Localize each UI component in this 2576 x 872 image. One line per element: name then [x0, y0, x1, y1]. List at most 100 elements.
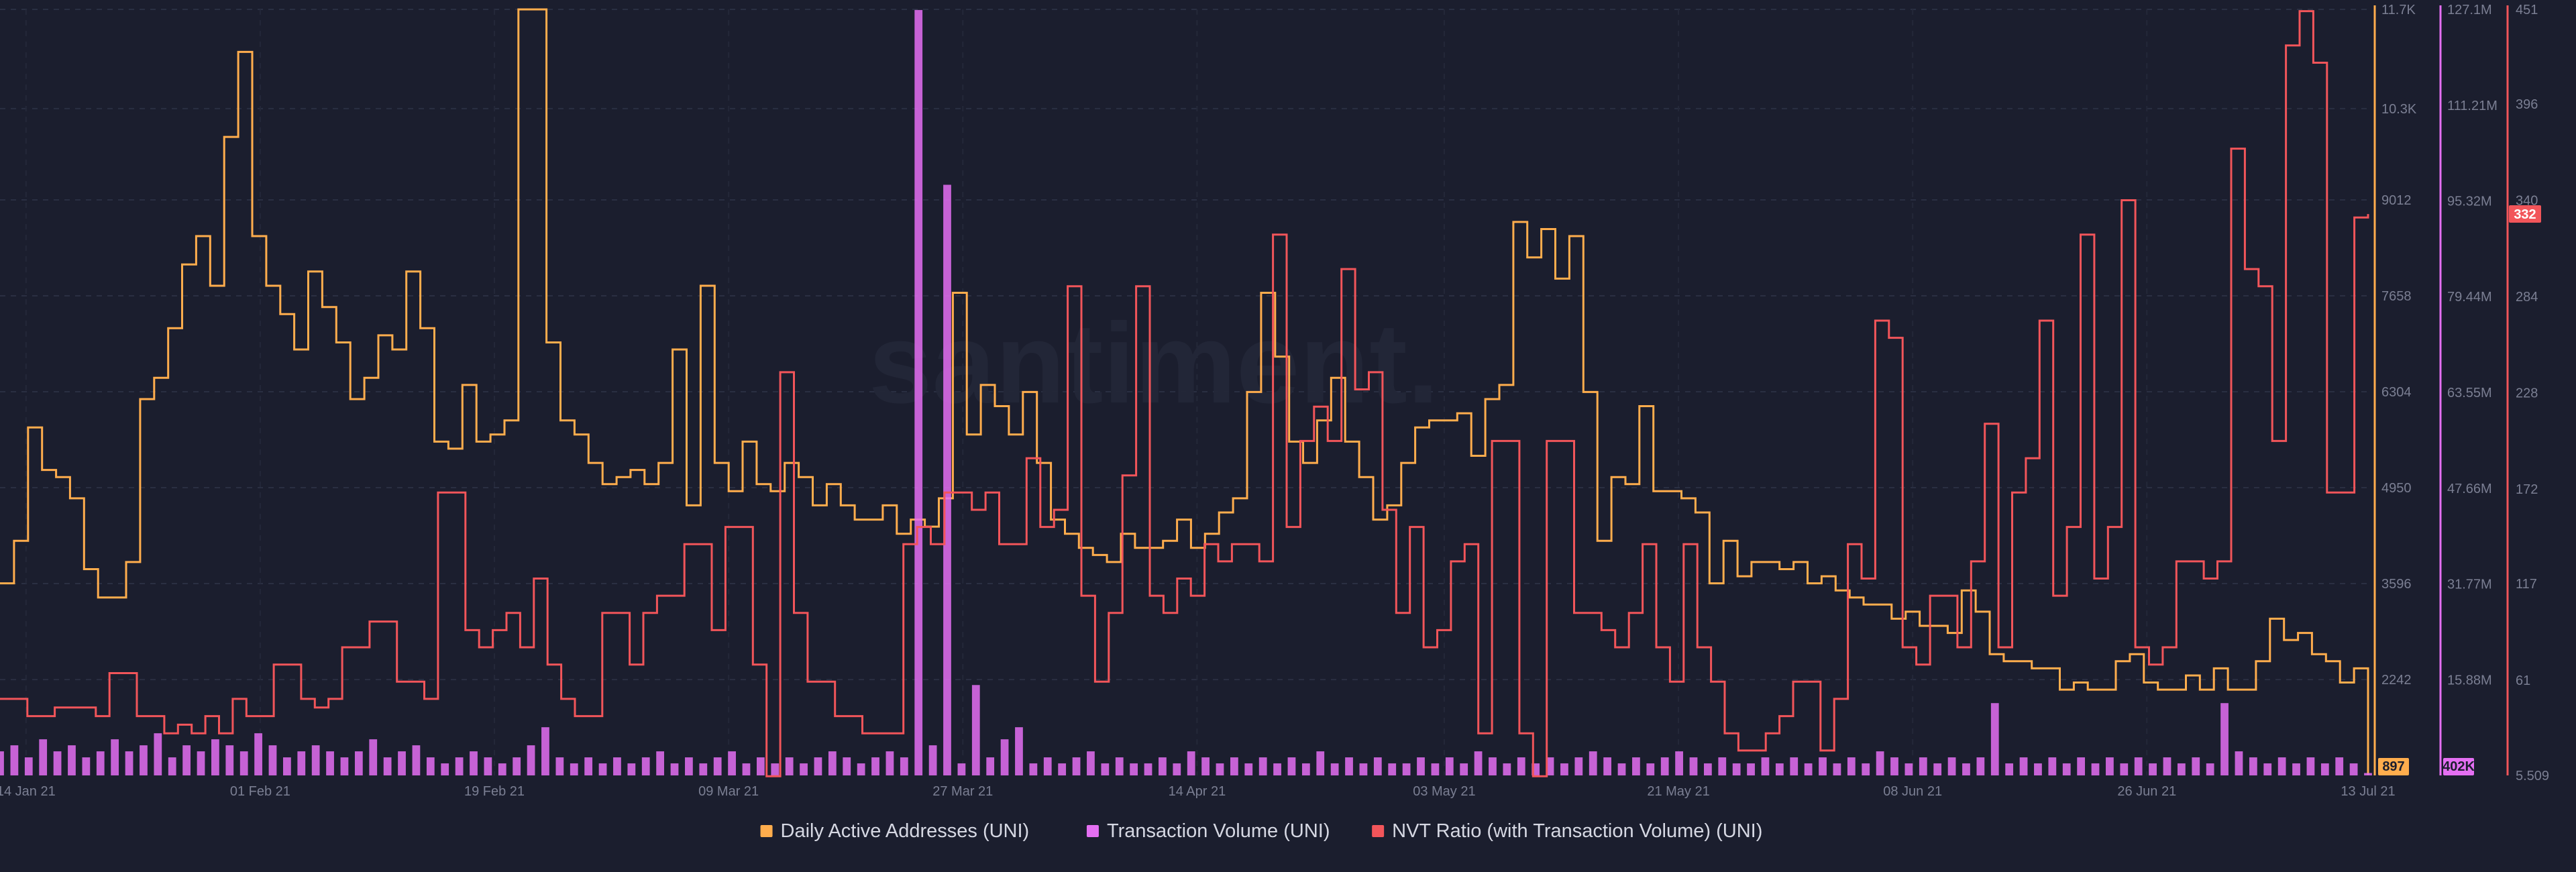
volume-bar	[111, 739, 119, 775]
volume-bar	[1301, 763, 1310, 775]
volume-bar	[2235, 751, 2243, 775]
legend-label: Transaction Volume (UNI)	[1107, 820, 1330, 842]
volume-tick-label: 47.66M	[2447, 482, 2492, 496]
volume-bar	[771, 763, 780, 775]
x-tick-label: 13 Jul 21	[2341, 784, 2395, 799]
volume-bar	[627, 763, 636, 775]
x-tick-label: 03 May 21	[1413, 784, 1475, 799]
volume-bar	[1144, 763, 1152, 775]
volume-bar	[1747, 763, 1755, 775]
volume-bar	[125, 751, 133, 775]
volume-bar	[928, 745, 937, 775]
volume-bar	[1876, 751, 1884, 775]
volume-last-value-badge	[2443, 758, 2474, 775]
volume-bar	[2263, 763, 2272, 775]
volume-bar	[2077, 757, 2086, 775]
volume-bar	[154, 733, 162, 775]
volume-bar	[1833, 763, 1841, 775]
volume-bar	[1990, 703, 1999, 775]
x-tick-label: 09 Mar 21	[698, 784, 759, 799]
volume-bar	[140, 745, 148, 775]
volume-bar	[1043, 757, 1052, 775]
volume-bar	[1617, 763, 1626, 775]
volume-bar	[182, 745, 191, 775]
volume-bar	[2206, 763, 2214, 775]
volume-bar	[2192, 757, 2200, 775]
volume-bar	[2335, 757, 2344, 775]
volume-bar	[1962, 763, 1970, 775]
volume-bar	[1689, 757, 1698, 775]
volume-bar	[584, 757, 593, 775]
volume-bar	[1173, 763, 1181, 775]
volume-bar	[828, 751, 837, 775]
volume-bar	[2249, 757, 2257, 775]
legend-swatch	[1372, 825, 1385, 837]
volume-bar	[2120, 763, 2129, 775]
daa-tick-label: 4950	[2381, 481, 2412, 496]
volume-bar	[857, 763, 865, 775]
volume-bar	[2019, 757, 2028, 775]
volume-bar	[527, 745, 535, 775]
volume-bar	[1603, 757, 1612, 775]
volume-bar	[1790, 757, 1799, 775]
volume-bar	[1761, 757, 1770, 775]
volume-bar	[570, 763, 578, 775]
nvt-tick-label: 117	[2516, 577, 2537, 592]
x-tick-label: 21 May 21	[1647, 784, 1709, 799]
volume-bar	[1345, 757, 1353, 775]
volume-bar	[1273, 763, 1281, 775]
legend-layer: Daily Active Addresses (UNI) Transaction …	[760, 820, 1762, 842]
volume-bar	[297, 751, 306, 775]
volume-bar	[398, 751, 406, 775]
volume-bar	[843, 757, 851, 775]
nvt-tick-label: 5.509	[2516, 769, 2549, 783]
volume-bar	[957, 763, 966, 775]
volume-bar	[1159, 757, 1167, 775]
volume-bar	[885, 751, 894, 775]
volume-bar	[1072, 757, 1081, 775]
volume-bar	[268, 745, 277, 775]
daa-tick-label: 6304	[2381, 385, 2412, 400]
volume-bar	[1675, 751, 1683, 775]
x-tick-label: 27 Mar 21	[932, 784, 993, 799]
daa-tick-label: 2242	[2381, 673, 2412, 688]
volume-tick-label: 79.44M	[2447, 290, 2492, 305]
volume-bar	[971, 685, 980, 775]
volume-bar	[1000, 739, 1009, 775]
volume-last-value-label: 402K	[2443, 759, 2475, 774]
volume-bar	[498, 763, 506, 775]
volume-bar	[1574, 757, 1583, 775]
volume-bar	[1474, 751, 1483, 775]
volume-bar	[2163, 757, 2171, 775]
volume-tick-label: 31.77M	[2447, 578, 2492, 592]
volume-bar	[1904, 763, 1913, 775]
volume-bar	[24, 757, 33, 775]
volume-bar	[2277, 757, 2286, 775]
volume-bar	[1417, 757, 1425, 775]
nvt-tick-label: 228	[2516, 386, 2538, 401]
volume-bar	[282, 757, 291, 775]
volume-bar	[455, 757, 464, 775]
nvt-tick-label: 396	[2516, 97, 2538, 112]
volume-bar	[986, 757, 995, 775]
volume-bar	[239, 751, 248, 775]
volume-bar	[1330, 763, 1339, 775]
nvt-last-value-label: 332	[2514, 207, 2536, 222]
volume-tick-label: 63.55M	[2447, 386, 2492, 400]
volume-bar	[211, 739, 219, 775]
volume-bar	[1890, 757, 1898, 775]
volume-bar	[943, 184, 951, 775]
volume-bar	[1660, 757, 1669, 775]
volume-bar	[369, 739, 378, 775]
volume-bar	[1732, 763, 1741, 775]
daa-tick-label: 3596	[2381, 577, 2412, 592]
x-tick-label: 14 Apr 21	[1169, 784, 1226, 799]
volume-bar	[39, 739, 48, 775]
volume-bar	[383, 757, 392, 775]
volume-bar	[2048, 757, 2057, 775]
volume-bar	[68, 745, 76, 775]
volume-bar	[513, 757, 521, 775]
volume-bar	[1388, 763, 1397, 775]
x-tick-label: 26 Jun 21	[2117, 784, 2176, 799]
